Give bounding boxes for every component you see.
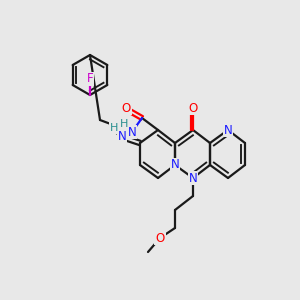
Text: F: F [87,73,93,85]
Text: O: O [188,101,198,115]
Text: H: H [110,123,118,133]
Text: N: N [224,124,232,136]
Text: N: N [128,125,136,139]
Text: N: N [118,130,126,143]
Text: N: N [189,172,197,184]
Text: H: H [120,119,128,129]
Text: O: O [122,101,130,115]
Text: O: O [155,232,165,244]
Text: N: N [171,158,179,172]
